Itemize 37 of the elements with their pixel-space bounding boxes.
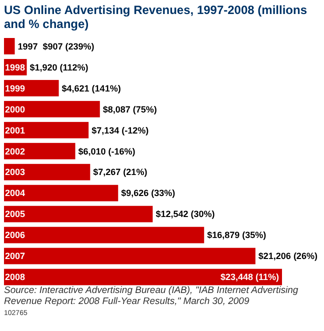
bar (4, 184, 118, 202)
y-tick-label: 2005 (5, 209, 26, 220)
bar (4, 248, 256, 264)
bar (4, 80, 59, 96)
y-tick-label: 2001 (5, 125, 26, 136)
y-tick-label: 1999 (5, 83, 26, 94)
bar (4, 100, 100, 118)
y-tick-label: 2002 (5, 146, 26, 156)
data-label: $12,542 (30%) (156, 209, 215, 220)
bar (4, 226, 204, 244)
data-label: $9,626 (33%) (121, 188, 176, 198)
annotation: Source: Interactive Advertising Bureau (IAB), "IAB Internet Advertising Revenue Report: 2008 Full-Year Results," March 30, 2009 (4, 285, 299, 308)
y-tick-label: 2006 (5, 230, 26, 240)
data-label: $7,267 (21%) (93, 167, 148, 178)
bar (4, 268, 282, 286)
bar (4, 142, 76, 160)
data-label: $21,206 (26%) (258, 251, 318, 262)
bar (4, 164, 90, 180)
y-tick-label: 2003 (5, 167, 26, 178)
data-label: $7,134 (-12%) (92, 125, 149, 136)
data-label: $16,879 (35%) (207, 230, 266, 240)
data-label: $6,010 (-16%) (78, 146, 136, 156)
bar (4, 206, 153, 222)
data-label: $907 (239%) (42, 41, 94, 52)
data-label: $4,621 (141%) (62, 83, 121, 94)
data-label: $8,087 (75%) (102, 104, 157, 114)
bar (4, 122, 89, 138)
y-tick-label: 2007 (5, 251, 26, 262)
data-label: $1,920 (112%) (30, 62, 88, 72)
bar (4, 38, 15, 54)
y-tick-label: 2000 (5, 104, 26, 114)
y-tick-label: 1998 (5, 62, 26, 72)
chart-title: US Online Advertising Revenues, 1997-2008 (millions and % change) (4, 3, 308, 31)
y-tick-label: 2008 (5, 272, 26, 282)
y-tick-label: 1997 (18, 41, 38, 52)
data-label: $23,448 (11%) (220, 272, 279, 282)
y-tick-label: 2004 (5, 188, 26, 198)
